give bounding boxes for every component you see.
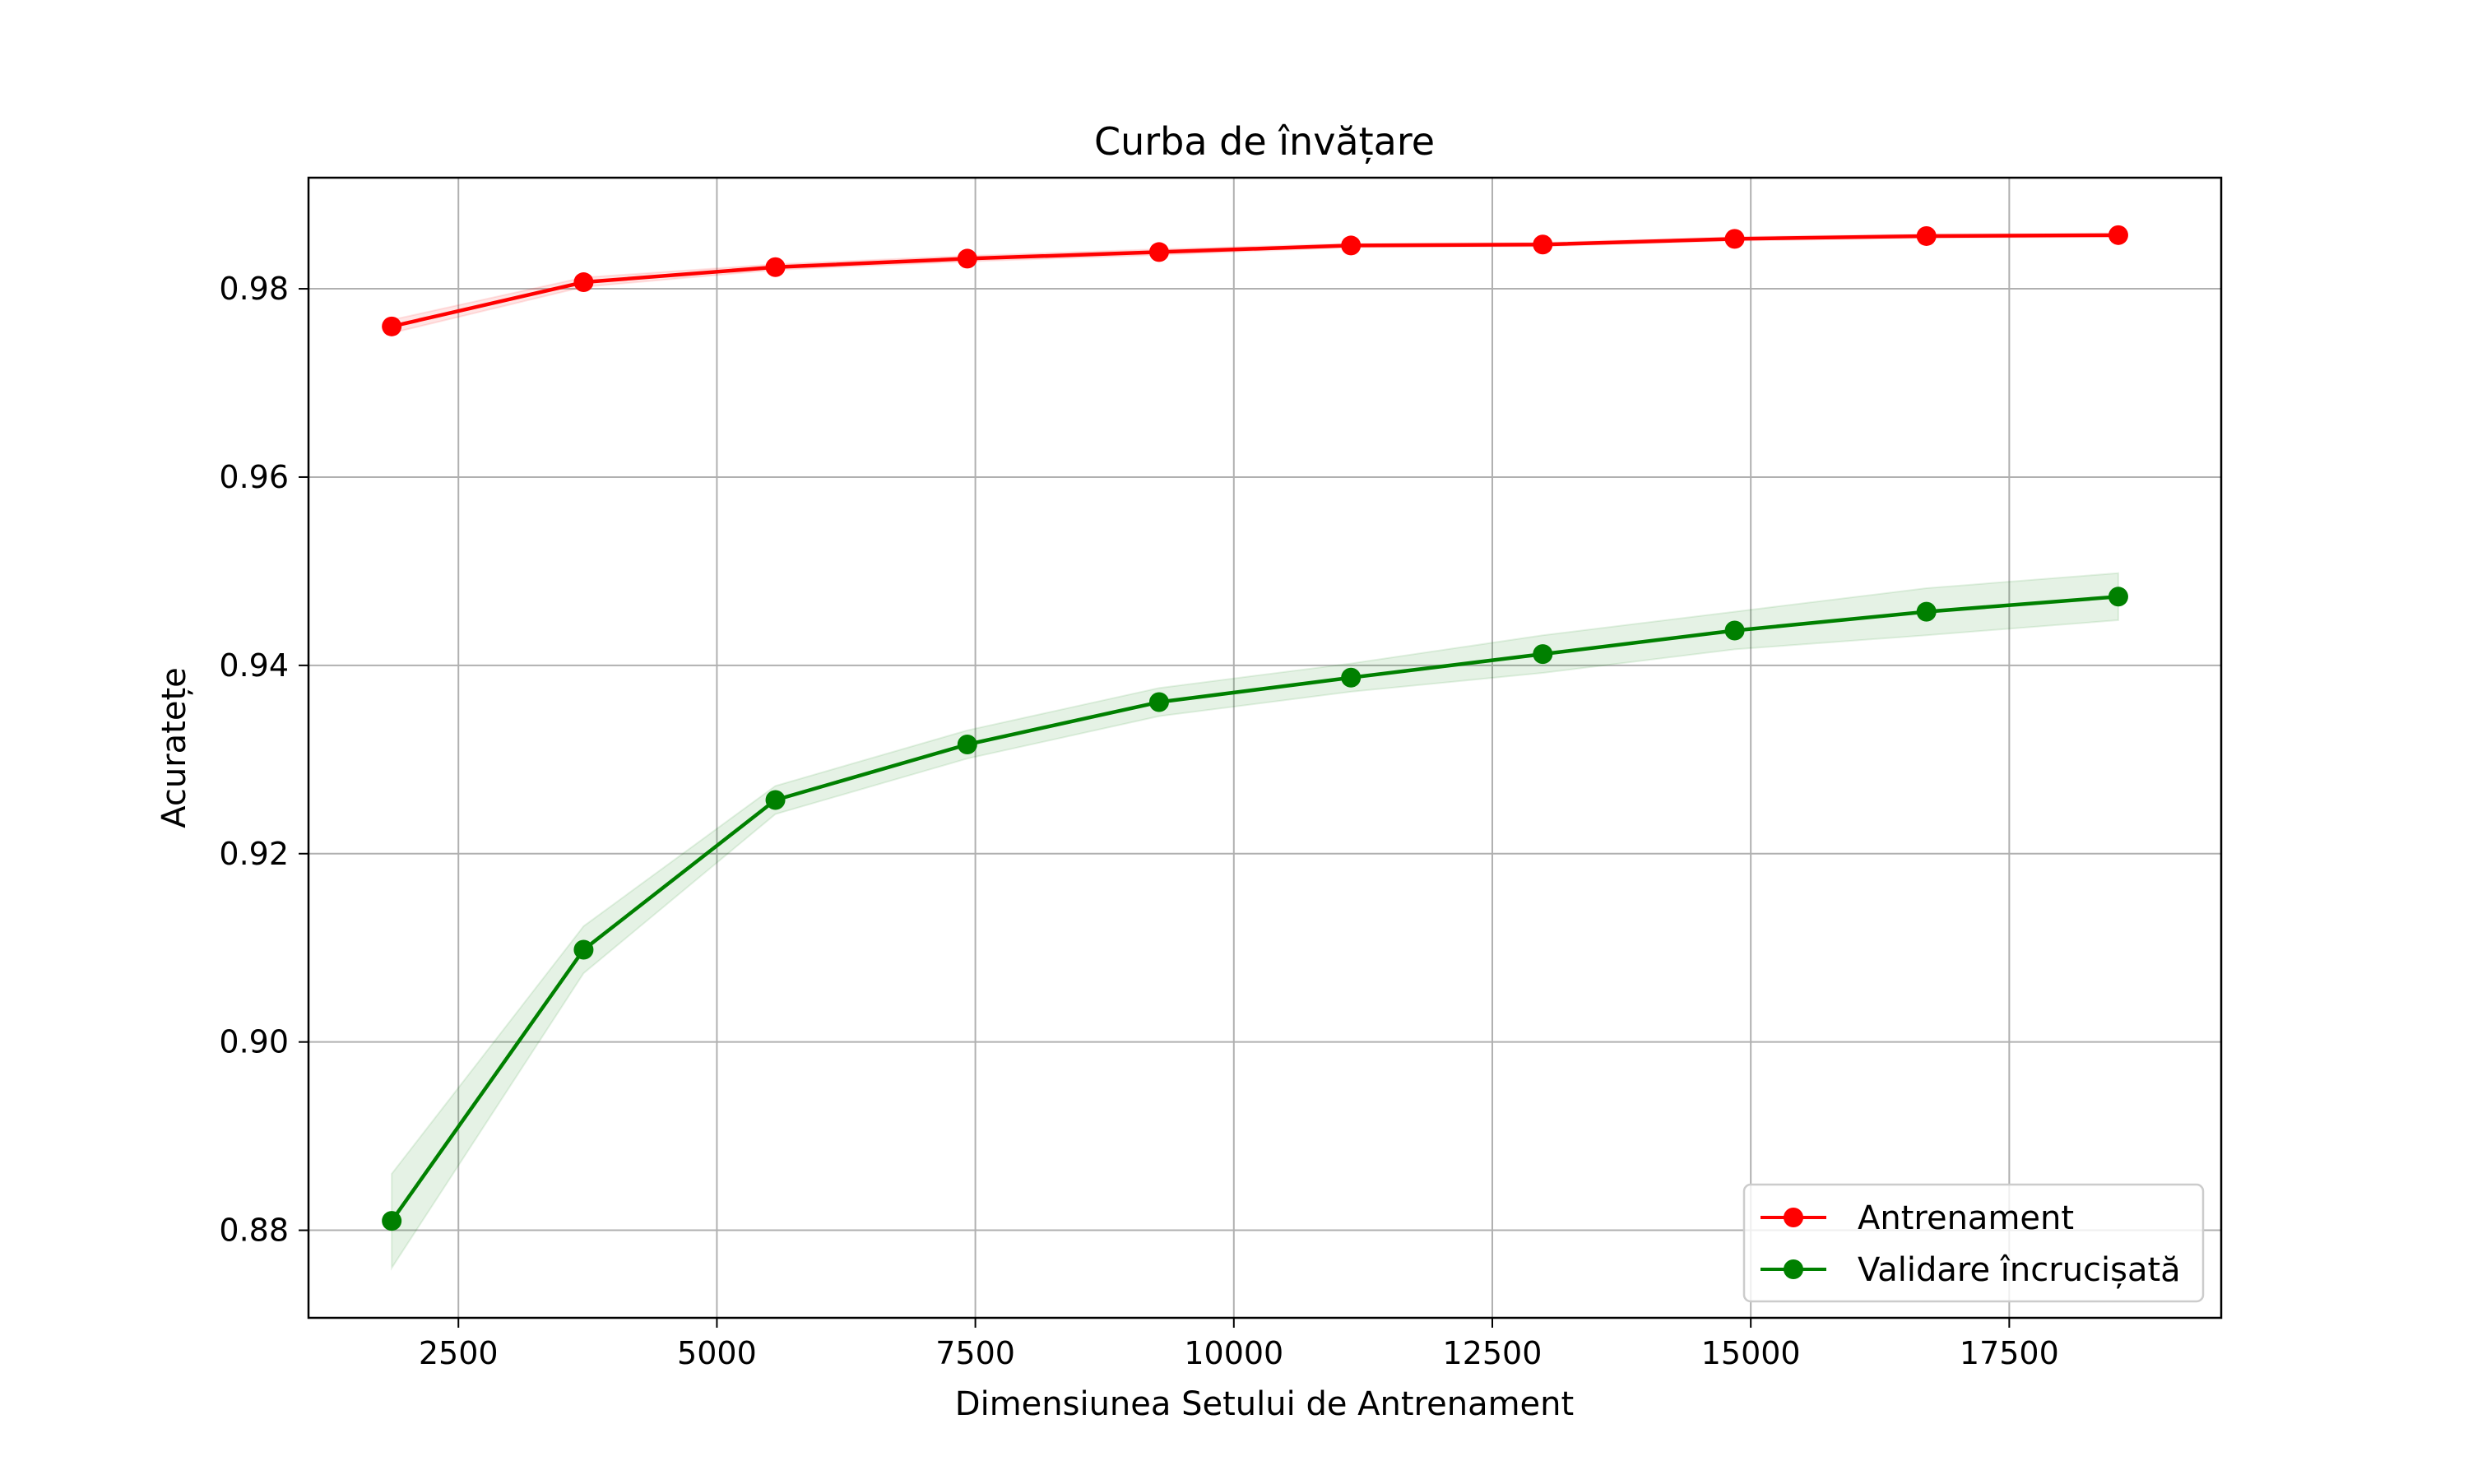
series-line-antrenament	[391, 233, 2118, 329]
data-point-validare	[1724, 620, 1745, 641]
x-tick-label: 12500	[1443, 1335, 1542, 1371]
data-point-validare	[382, 1211, 402, 1231]
data-point-validare	[1148, 692, 1169, 712]
y-axis-ticks: 0.88 0.90 0.92 0.94 0.96 0.98	[219, 271, 308, 1249]
y-tick-label: 0.98	[219, 271, 289, 307]
y-tick-label: 0.90	[219, 1024, 289, 1060]
y-tick-label: 0.94	[219, 647, 289, 684]
y-tick-label: 0.92	[219, 836, 289, 872]
data-point-validare	[765, 790, 786, 810]
data-point-antrenament	[957, 248, 977, 269]
data-point-antrenament	[573, 272, 594, 293]
data-point-antrenament	[1341, 235, 1362, 256]
data-point-antrenament	[382, 316, 402, 336]
data-point-validare	[2108, 587, 2128, 607]
legend-box	[1742, 1183, 2205, 1303]
y-tick-label: 0.96	[219, 459, 289, 495]
legend-label-validare: Validare încrucișată	[1858, 1251, 2181, 1289]
x-tick-label: 5000	[677, 1335, 757, 1371]
x-tick-label: 15000	[1701, 1335, 1801, 1371]
x-axis-ticks: 2500 5000 7500 10000 12500 15000 17500	[419, 1318, 2059, 1371]
series-line-validare	[390, 595, 2119, 1222]
legend-swatch-marker-antrenament	[1784, 1208, 1803, 1227]
plot-area	[308, 178, 2221, 1318]
y-axis-label: Acuratețe	[155, 667, 193, 828]
y-tick-label: 0.88	[219, 1213, 289, 1249]
legend-swatch-marker-validare	[1784, 1259, 1803, 1279]
data-point-antrenament	[1916, 225, 1937, 246]
data-point-antrenament	[765, 257, 786, 277]
plot-frame	[307, 176, 2223, 1319]
data-point-validare	[1533, 644, 1553, 665]
chart-title: Curba de învățare	[1094, 119, 1435, 165]
series-points	[382, 225, 2128, 1231]
data-point-antrenament	[1148, 242, 1169, 262]
data-point-validare	[573, 939, 594, 960]
x-tick-label: 10000	[1184, 1335, 1283, 1371]
x-axis-label: Dimensiunea Setului de Antrenament	[955, 1385, 1574, 1423]
legend-label-antrenament: Antrenament	[1858, 1199, 2074, 1237]
x-tick-label: 17500	[1960, 1335, 2059, 1371]
x-tick-label: 7500	[935, 1335, 1015, 1371]
std-band-validare	[391, 572, 2119, 1271]
data-point-validare	[1916, 601, 1937, 622]
data-point-antrenament	[1533, 234, 1553, 255]
data-point-antrenament	[1724, 229, 1745, 249]
series-lines	[390, 233, 2119, 1222]
data-point-validare	[1341, 667, 1362, 688]
x-tick-label: 2500	[419, 1335, 499, 1371]
legend: Antrenament Validare încrucișată	[1742, 1183, 2205, 1303]
data-point-antrenament	[2108, 225, 2128, 245]
data-point-validare	[957, 734, 977, 754]
